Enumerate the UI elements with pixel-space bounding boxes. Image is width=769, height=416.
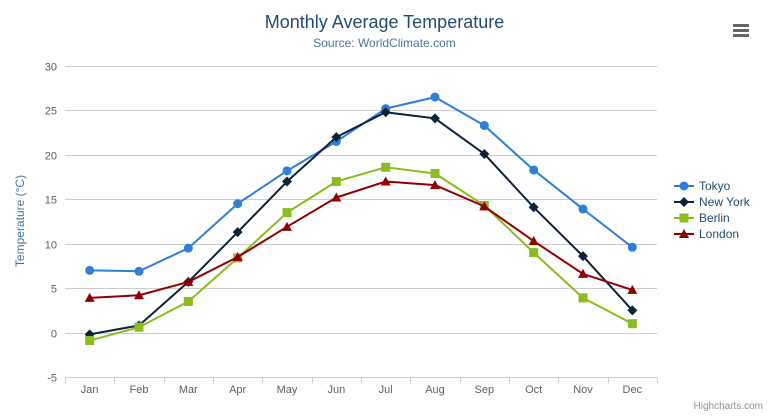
point-london-jun[interactable] xyxy=(331,192,342,202)
legend-marker-tokyo[interactable] xyxy=(679,181,689,191)
x-axis-label: Aug xyxy=(425,384,445,396)
legend-marker-berlin[interactable] xyxy=(679,213,689,223)
point-london-dec[interactable] xyxy=(627,284,638,294)
point-london-apr[interactable] xyxy=(232,252,243,262)
legend-label: London xyxy=(699,227,740,241)
point-tokyo-sep[interactable] xyxy=(479,121,489,131)
point-new-york-apr[interactable] xyxy=(232,227,243,238)
circle-legend-marker-icon xyxy=(674,181,694,191)
x-axis-label: Mar xyxy=(179,384,198,396)
point-berlin-feb[interactable] xyxy=(134,322,144,332)
x-axis-label: Apr xyxy=(229,384,246,396)
chart-subtitle: Source: WorldClimate.com xyxy=(313,36,456,50)
point-tokyo-jan[interactable] xyxy=(85,265,95,275)
point-berlin-mar[interactable] xyxy=(183,296,193,306)
x-axis-label: Feb xyxy=(130,384,149,396)
legend-item-berlin[interactable]: Berlin xyxy=(674,210,750,226)
point-new-york-oct[interactable] xyxy=(528,202,539,213)
point-new-york-may[interactable] xyxy=(282,176,292,187)
y-axis-label: 30 xyxy=(45,62,57,74)
y-axis-label: -5 xyxy=(47,373,57,385)
point-london-jan[interactable] xyxy=(84,292,95,302)
point-tokyo-nov[interactable] xyxy=(578,204,588,214)
series-line xyxy=(88,96,634,273)
point-berlin-oct[interactable] xyxy=(529,248,539,258)
square-legend-marker-icon xyxy=(674,213,694,223)
legend-marker-london[interactable] xyxy=(679,229,689,238)
point-berlin-dec[interactable] xyxy=(627,319,637,329)
point-tokyo-feb[interactable] xyxy=(134,266,144,276)
legend-item-new-york[interactable]: New York xyxy=(674,194,750,210)
y-axis-label: 15 xyxy=(45,195,57,207)
point-berlin-nov[interactable] xyxy=(578,293,588,303)
point-berlin-jul[interactable] xyxy=(381,162,391,172)
series-london xyxy=(84,176,638,302)
point-new-york-sep[interactable] xyxy=(479,148,490,159)
point-tokyo-may[interactable] xyxy=(282,166,292,176)
series-line xyxy=(88,111,634,336)
legend: Tokyo New York Berlin London xyxy=(674,178,750,242)
point-london-sep[interactable] xyxy=(479,201,490,211)
point-berlin-jun[interactable] xyxy=(331,177,341,187)
point-tokyo-apr[interactable] xyxy=(233,199,243,209)
triangle-legend-marker-icon xyxy=(674,229,694,238)
point-tokyo-mar[interactable] xyxy=(183,243,193,253)
point-tokyo-oct[interactable] xyxy=(529,165,539,175)
hamburger-menu-icon xyxy=(733,23,749,27)
legend-label: Berlin xyxy=(699,211,730,225)
legend-label: New York xyxy=(699,195,750,209)
point-berlin-aug[interactable] xyxy=(430,169,440,179)
point-new-york-nov[interactable] xyxy=(578,251,588,262)
series-berlin xyxy=(85,162,637,346)
point-berlin-jan[interactable] xyxy=(85,336,95,346)
y-axis-label: 5 xyxy=(51,284,57,296)
point-london-may[interactable] xyxy=(282,221,292,231)
point-new-york-jun[interactable] xyxy=(331,132,342,143)
chart-title: Monthly Average Temperature xyxy=(264,12,505,32)
point-new-york-dec[interactable] xyxy=(627,305,638,316)
highcharts-credits[interactable]: Highcharts.com xyxy=(693,401,763,412)
legend-marker-new-york[interactable] xyxy=(679,197,689,207)
series-line xyxy=(88,166,634,342)
series-new-york xyxy=(84,107,638,340)
point-london-jul[interactable] xyxy=(380,176,391,186)
x-axis-label: May xyxy=(277,384,298,396)
y-axis-label: 25 xyxy=(45,106,57,118)
point-london-aug[interactable] xyxy=(430,180,440,190)
x-axis-label: Jun xyxy=(327,384,345,396)
point-london-mar[interactable] xyxy=(183,276,194,286)
point-london-feb[interactable] xyxy=(134,290,144,300)
series-tokyo xyxy=(85,92,637,276)
point-tokyo-dec[interactable] xyxy=(627,242,637,252)
y-axis-title: Temperature (°C) xyxy=(13,174,27,268)
y-axis-label: 20 xyxy=(45,151,57,163)
point-london-oct[interactable] xyxy=(528,236,539,246)
y-axis-label: 10 xyxy=(45,240,57,252)
x-axis-label: Sep xyxy=(475,384,495,396)
point-london-nov[interactable] xyxy=(578,268,588,278)
point-new-york-aug[interactable] xyxy=(430,113,440,124)
point-new-york-jul[interactable] xyxy=(380,107,391,118)
diamond-legend-marker-icon xyxy=(674,197,694,207)
y-axis-label: 0 xyxy=(51,329,57,341)
x-axis-label: Dec xyxy=(623,384,643,396)
series-line xyxy=(88,180,634,299)
x-axis-label: Nov xyxy=(573,384,593,396)
legend-label: Tokyo xyxy=(699,179,731,193)
x-axis-label: Oct xyxy=(525,384,542,396)
legend-item-london[interactable]: London xyxy=(674,226,750,242)
export-menu-button[interactable] xyxy=(729,19,753,41)
point-tokyo-aug[interactable] xyxy=(430,92,440,102)
x-axis-label: Jan xyxy=(81,384,99,396)
legend-item-tokyo[interactable]: Tokyo xyxy=(674,178,750,194)
x-axis-label: Jul xyxy=(379,384,393,396)
point-berlin-may[interactable] xyxy=(282,208,292,218)
